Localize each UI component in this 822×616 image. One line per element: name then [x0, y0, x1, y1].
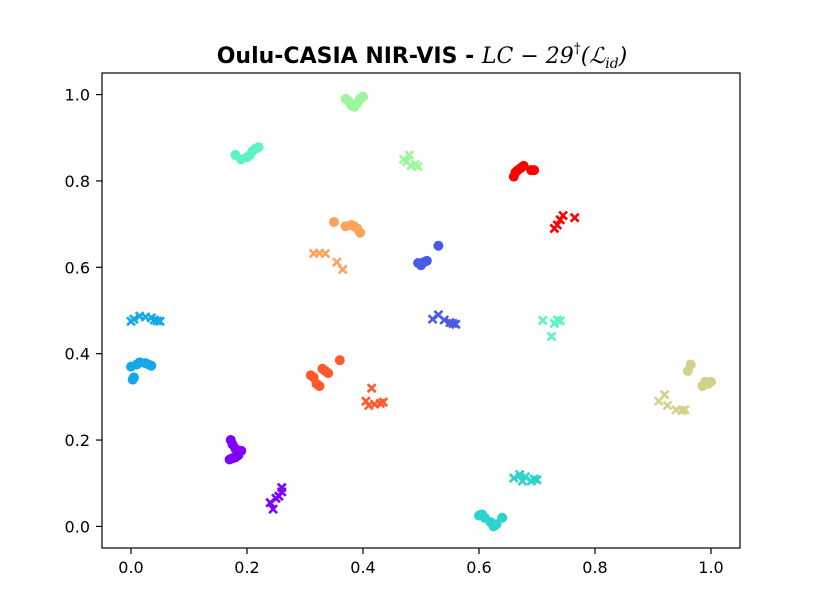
series-5 — [427, 309, 461, 330]
data-point-cross — [508, 473, 519, 483]
series-9 — [537, 315, 566, 342]
series-14 — [329, 216, 366, 238]
x-tick-label: 0.0 — [118, 558, 143, 577]
data-point-circle — [685, 359, 696, 370]
chart-title-bold: Oulu-CASIA NIR-VIS - — [217, 44, 482, 69]
data-point-circle — [497, 512, 508, 523]
data-point-cross — [366, 383, 377, 394]
data-point-circle — [355, 227, 366, 238]
y-tick-label: 0.0 — [65, 517, 90, 536]
data-point-cross — [679, 404, 690, 415]
data-point-cross — [546, 331, 557, 342]
data-point-cross — [128, 314, 139, 325]
data-point-circle — [329, 216, 339, 227]
y-tick-label: 0.4 — [65, 345, 90, 364]
chart-title: Oulu-CASIA NIR-VIS - LC − 29†(ℒid) — [217, 41, 628, 72]
data-point-cross — [659, 389, 670, 400]
data-point-circle — [146, 360, 157, 371]
x-tick-label: 0.8 — [582, 558, 607, 577]
series-6 — [474, 509, 508, 532]
series-12 — [682, 359, 716, 392]
data-point-circle — [529, 165, 540, 176]
data-point-circle — [225, 435, 236, 446]
series-2 — [126, 357, 157, 385]
data-point-circle — [334, 355, 345, 366]
chart-title-script: ℒ — [589, 44, 606, 69]
series-19 — [549, 210, 580, 234]
data-point-circle — [323, 368, 334, 379]
series-10 — [340, 91, 368, 112]
data-point-cross — [155, 316, 165, 327]
data-point-cross — [558, 210, 569, 221]
x-tick-label: 0.4 — [350, 558, 375, 577]
data-point-cross — [378, 397, 389, 407]
data-point-circle — [421, 255, 432, 266]
chart-title-paren-open: ( — [581, 44, 590, 69]
data-point-cross — [532, 474, 542, 485]
series-3 — [126, 311, 165, 327]
data-point-cross — [152, 315, 163, 326]
x-tick-label: 1.0 — [698, 558, 723, 577]
chart-title-paren-close: ) — [618, 44, 628, 69]
data-point-cross — [268, 504, 279, 515]
x-axis: 0.0 0.2 0.4 0.6 0.8 1.0 — [118, 548, 724, 577]
series-17 — [360, 383, 389, 411]
y-tick-label: 1.0 — [65, 86, 90, 105]
data-point-circle — [314, 381, 325, 392]
data-point-circle — [697, 381, 708, 392]
chart-title-sup: † — [574, 41, 581, 57]
data-point-cross — [552, 220, 563, 230]
x-tick-label: 0.6 — [466, 558, 491, 577]
plot-frame — [101, 72, 741, 549]
y-tick-label: 0.8 — [65, 172, 90, 191]
series-15 — [308, 248, 348, 275]
data-point-circle — [253, 142, 264, 153]
x-tick-label: 0.2 — [234, 558, 259, 577]
data-point-cross — [413, 161, 424, 172]
data-point-cross — [555, 315, 566, 326]
series-18 — [508, 160, 540, 182]
data-point-circle — [518, 160, 529, 171]
data-point-cross — [537, 315, 548, 326]
plot-marks — [126, 91, 716, 532]
data-point-cross — [662, 400, 673, 411]
y-tick-label: 0.6 — [65, 258, 90, 277]
data-point-circle — [706, 376, 716, 387]
series-8 — [230, 142, 264, 165]
data-point-circle — [358, 91, 368, 102]
series-11 — [398, 150, 424, 172]
series-7 — [508, 469, 542, 486]
data-point-cross — [569, 212, 580, 223]
data-point-circle — [491, 519, 502, 530]
chart-title-sub: id — [605, 56, 618, 72]
y-tick-label: 0.2 — [65, 431, 90, 450]
series-4 — [413, 240, 444, 271]
chart-title-math: LC − 29 — [481, 44, 574, 69]
series-16 — [305, 355, 345, 392]
data-point-circle — [127, 374, 138, 385]
data-point-cross — [276, 482, 287, 493]
data-point-cross — [450, 319, 461, 330]
y-axis: 0.0 0.2 0.4 0.6 0.8 1.0 — [65, 86, 102, 536]
series-0 — [224, 435, 247, 465]
data-point-cross — [320, 248, 331, 259]
data-point-cross — [439, 315, 450, 325]
series-1 — [265, 482, 287, 515]
data-point-cross — [404, 150, 415, 160]
series-13 — [653, 389, 690, 416]
data-point-circle — [433, 240, 444, 251]
data-point-cross — [337, 264, 348, 275]
